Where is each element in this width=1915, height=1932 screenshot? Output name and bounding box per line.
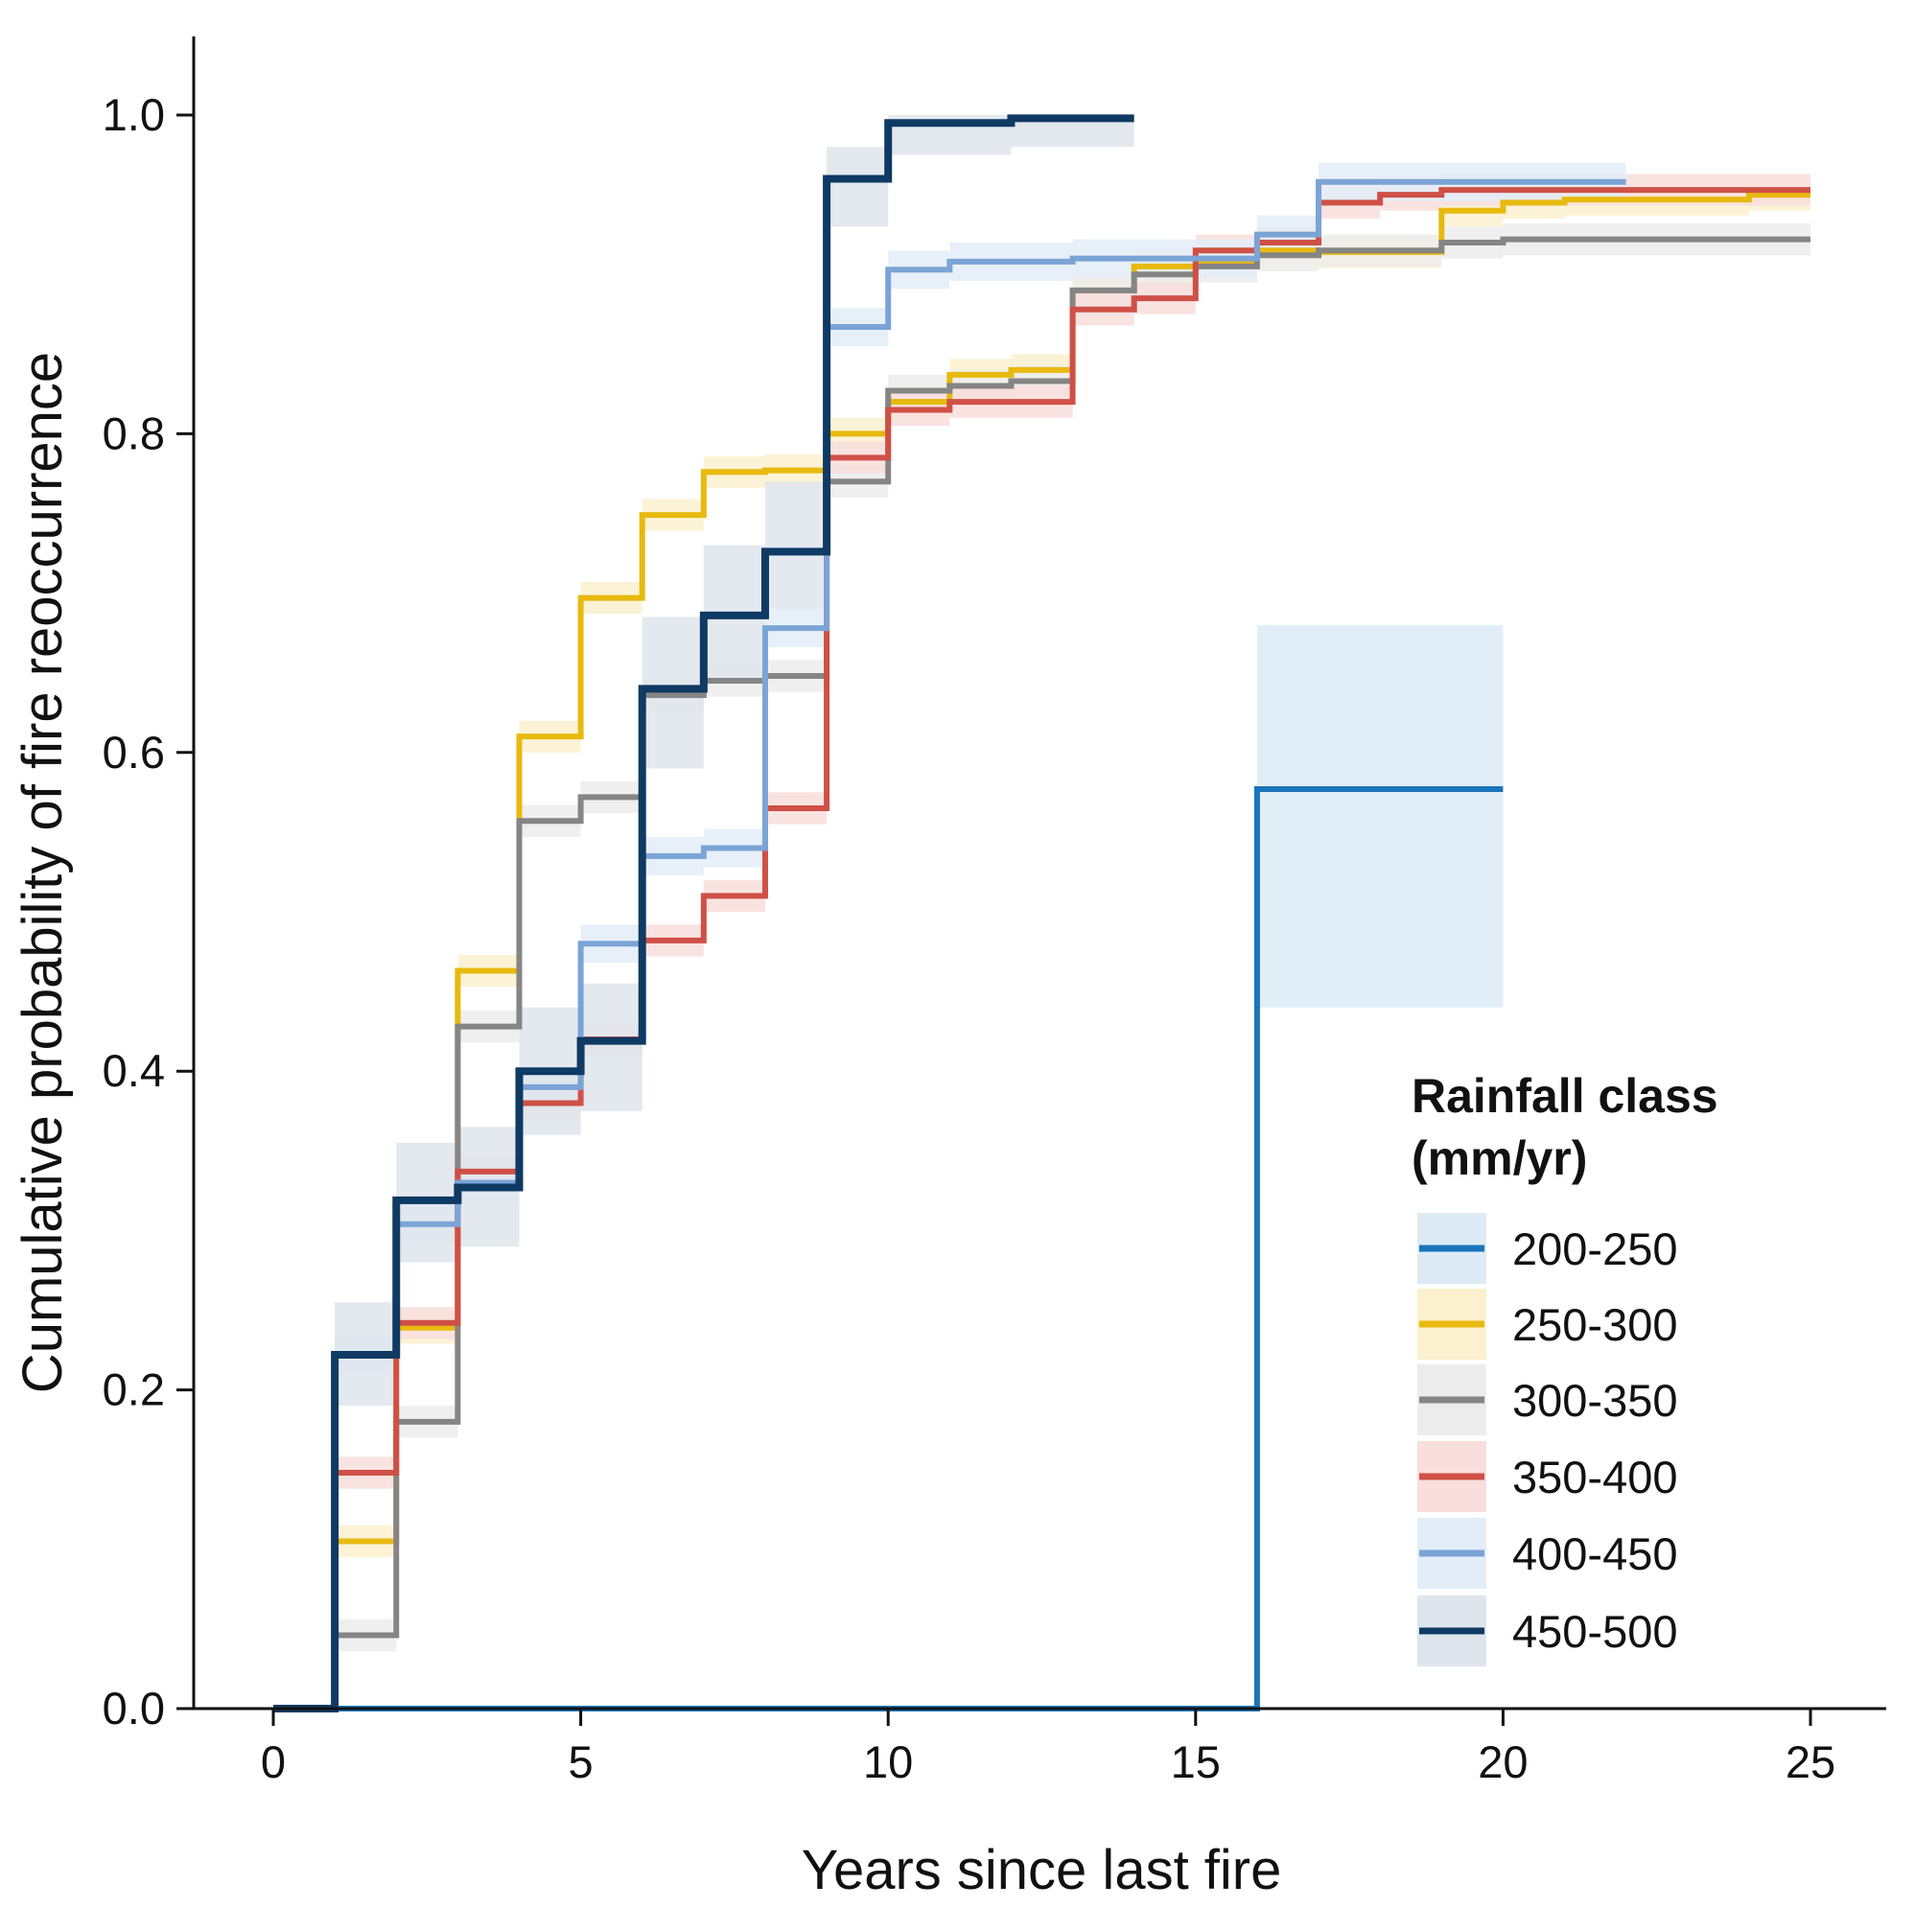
x-tick-label: 15: [1171, 1736, 1221, 1787]
x-tick-label: 20: [1478, 1736, 1528, 1787]
legend-title: Rainfall class: [1412, 1069, 1718, 1123]
legend-subtitle: (mm/yr): [1412, 1131, 1587, 1185]
legend-label: 350-400: [1512, 1452, 1678, 1502]
y-tick-label: 0.8: [103, 407, 165, 458]
legend-item-450-500: 450-500: [1417, 1595, 1678, 1666]
y-tick-label: 0.4: [103, 1045, 165, 1096]
ci-band-450-500: [827, 147, 889, 227]
legend: Rainfall class (mm/yr) 200-250 250-300 300…: [1412, 1069, 1718, 1666]
x-tick-label: 10: [863, 1736, 913, 1787]
y-ticks: 0.0 0.2 0.4 0.6 0.8 1.0: [103, 89, 194, 1734]
legend-item-350-400: 350-400: [1417, 1441, 1678, 1512]
y-tick-label: 1.0: [103, 89, 165, 140]
legend-label: 400-450: [1512, 1528, 1678, 1579]
y-tick-label: 0.2: [103, 1364, 165, 1415]
x-tick-label: 5: [569, 1736, 594, 1787]
legend-label: 200-250: [1512, 1223, 1678, 1274]
y-tick-label: 0.6: [103, 727, 165, 778]
y-axis-title: Cumulative probability of fire reoccurre…: [12, 352, 74, 1393]
legend-item-300-350: 300-350: [1417, 1364, 1678, 1435]
x-ticks: 0 5 10 15 20 25: [261, 1709, 1835, 1787]
y-tick-label: 0.0: [103, 1683, 165, 1734]
legend-item-250-300: 250-300: [1417, 1289, 1678, 1360]
legend-label: 300-350: [1512, 1375, 1678, 1426]
legend-label: 450-500: [1512, 1606, 1678, 1657]
ci-band-200-250: [1256, 624, 1504, 1008]
legend-label: 250-300: [1512, 1299, 1678, 1350]
series-line-450-500: [273, 114, 1134, 1712]
series-line-400-450: [273, 178, 1626, 1711]
ci-band-450-500: [580, 983, 642, 1111]
legend-item-400-450: 400-450: [1417, 1518, 1678, 1589]
x-tick-label: 25: [1786, 1736, 1835, 1787]
x-tick-label: 0: [261, 1736, 286, 1787]
x-axis-title: Years since last fire: [802, 1839, 1282, 1901]
ci-band-450-500: [764, 481, 828, 610]
legend-item-200-250: 200-250: [1417, 1213, 1678, 1284]
series-line-350-400: [273, 187, 1810, 1711]
